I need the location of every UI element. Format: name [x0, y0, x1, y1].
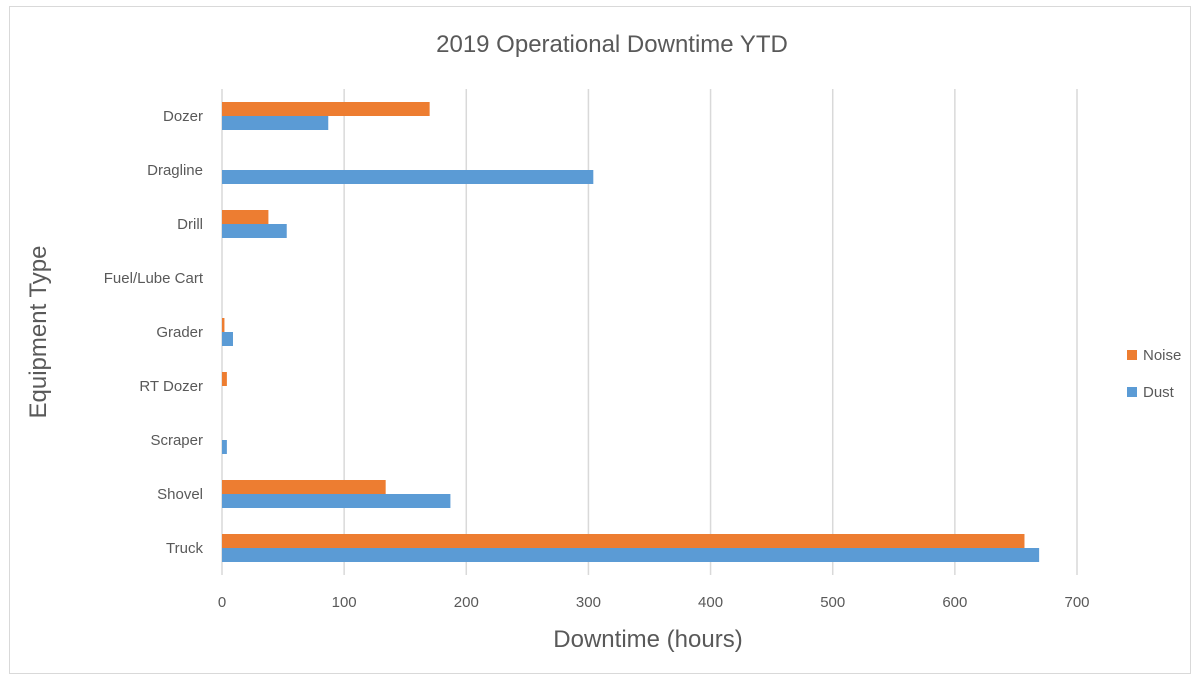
y-tick-label-dozer: Dozer	[163, 108, 203, 125]
y-axis-label: Equipment Type	[25, 245, 52, 418]
bar-dust-grader	[222, 332, 233, 346]
y-tick-label-rt-dozer: RT Dozer	[139, 378, 203, 395]
x-tick-label-200: 200	[454, 594, 479, 611]
y-tick-label-scraper: Scraper	[150, 432, 203, 449]
y-tick-label-shovel: Shovel	[157, 486, 203, 503]
y-tick-labels: Dozer Dragline Drill Fuel/Lube Cart Grader RT…	[104, 108, 204, 557]
x-tick-label-400: 400	[698, 594, 723, 611]
bar-dust-truck	[222, 548, 1040, 562]
bar-dust-dragline	[222, 170, 594, 184]
y-tick-label-grader: Grader	[156, 324, 203, 341]
bar-noise-dozer	[222, 102, 430, 116]
y-tick-label-truck: Truck	[166, 540, 203, 557]
legend-label-noise: Noise	[1143, 347, 1181, 364]
bar-noise-rt-dozer	[222, 372, 227, 386]
x-tick-label-300: 300	[576, 594, 601, 611]
x-tick-label-500: 500	[820, 594, 845, 611]
legend-label-dust: Dust	[1143, 384, 1175, 401]
bar-noise-shovel	[222, 480, 386, 494]
x-tick-label-100: 100	[332, 594, 357, 611]
chart-title: 2019 Operational Downtime YTD	[436, 31, 788, 58]
y-tick-label-drill: Drill	[177, 216, 203, 233]
bar-noise-drill	[222, 210, 269, 224]
x-tick-labels: 0 100 200 300 400 500 600 700	[218, 594, 1090, 611]
x-axis-label: Downtime (hours)	[553, 626, 742, 653]
chart-frame	[9, 6, 1191, 674]
bar-noise-grader	[222, 318, 225, 332]
legend: Noise Dust	[1127, 347, 1181, 401]
x-tick-label-0: 0	[218, 594, 226, 611]
y-tick-label-fuel-lube-cart: Fuel/Lube Cart	[104, 270, 204, 287]
bars	[222, 102, 1040, 562]
bar-dust-scraper	[222, 440, 227, 454]
bar-noise-truck	[222, 534, 1025, 548]
bar-dust-shovel	[222, 494, 451, 508]
y-tick-label-dragline: Dragline	[147, 162, 203, 179]
bar-dust-dozer	[222, 116, 329, 130]
x-tick-label-700: 700	[1064, 594, 1089, 611]
bar-dust-drill	[222, 224, 287, 238]
legend-swatch-noise	[1127, 350, 1137, 360]
x-tick-label-600: 600	[942, 594, 967, 611]
legend-swatch-dust	[1127, 387, 1137, 397]
